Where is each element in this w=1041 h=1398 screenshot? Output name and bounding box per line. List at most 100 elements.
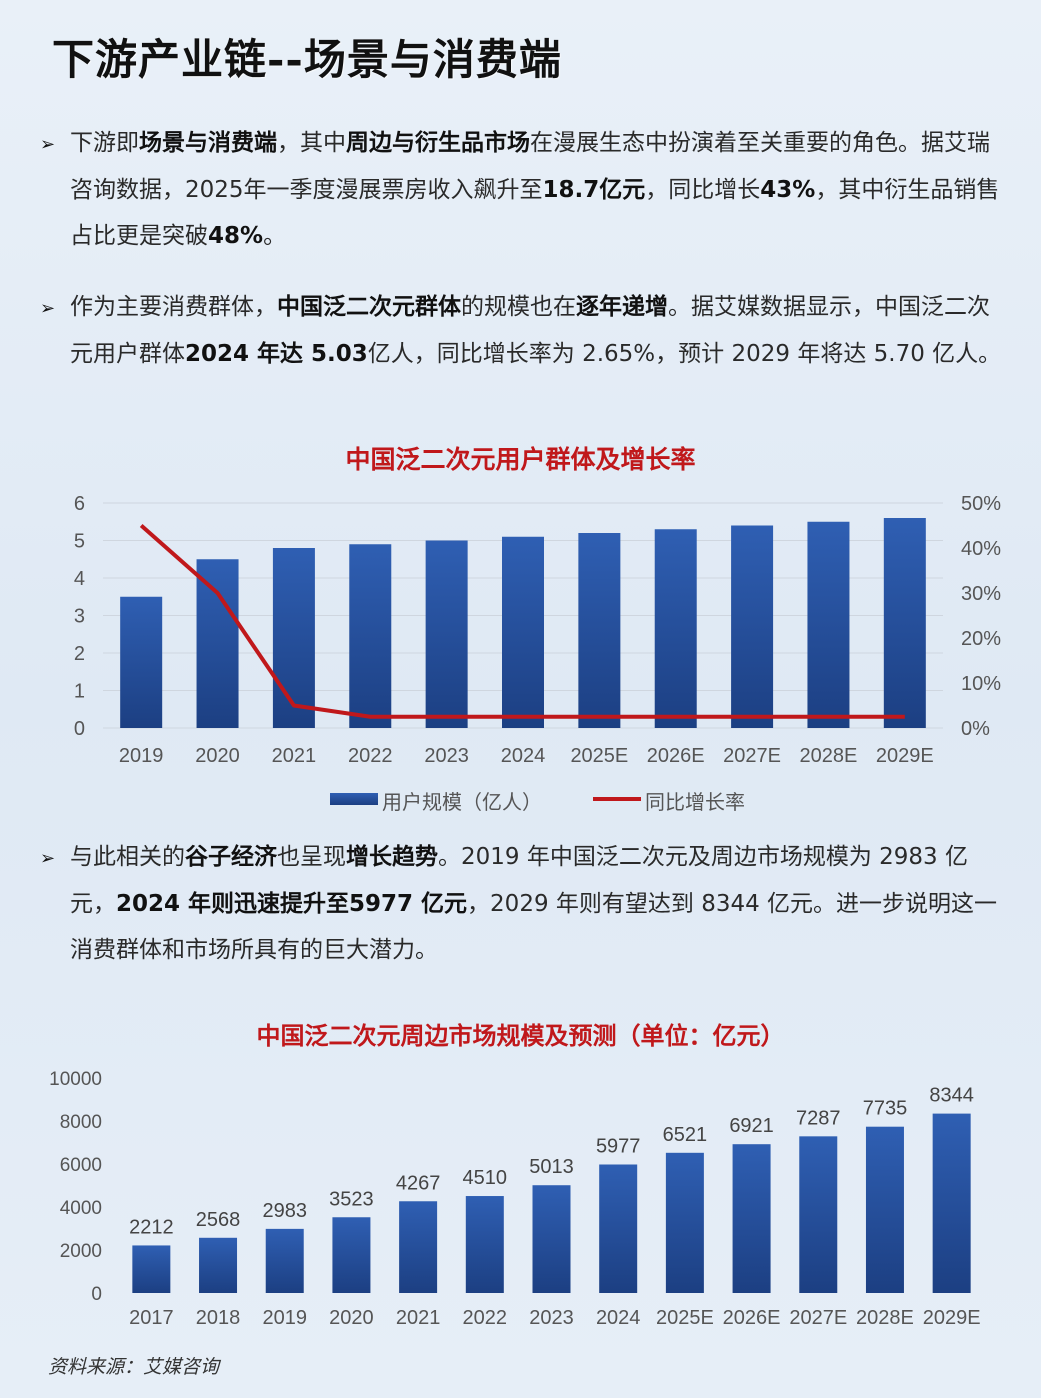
bold-text: 48% (208, 223, 264, 249)
text-run: 也呈现 (277, 844, 346, 870)
bar (425, 540, 468, 728)
legend-label-line: 同比增长率 (645, 791, 745, 814)
y-tick-label: 4 (74, 568, 85, 590)
y2-tick-label: 40% (961, 538, 1001, 560)
text-run: ，2029 年则有望达到 8344 亿元。进一步说明这一消费群体和市场所具有的巨… (70, 890, 998, 964)
text-run: 的规模也在 (461, 294, 576, 320)
data-label: 7287 (796, 1107, 841, 1129)
bar (731, 525, 774, 728)
market-size-chart: 0 2000 4000 6000 8000 10000 2212 2017 2568 2018 29… (49, 1069, 981, 1329)
y2-tick-label: 20% (961, 628, 1001, 650)
x-tick-label: 2021 (396, 1307, 441, 1329)
y-tick-label: 2000 (60, 1241, 102, 1262)
chart2-title: 中国泛二次元周边市场规模及预测（单位：亿元） (256, 1021, 785, 1050)
bar (599, 1164, 638, 1293)
x-tick-label: 2029E (876, 745, 934, 767)
bar (799, 1136, 838, 1293)
x-tick-label: 2026E (723, 1307, 781, 1329)
bold-text: 43% (760, 176, 816, 203)
source-note: 资料来源：艾媒咨询 (48, 1356, 220, 1378)
bar (732, 1144, 771, 1293)
data-label: 6921 (729, 1115, 774, 1137)
x-tick-label: 2020 (195, 745, 240, 767)
x-tick-label: 2027E (789, 1307, 847, 1329)
x-tick-label: 2019 (262, 1307, 307, 1329)
x-tick-label: 2025E (570, 745, 628, 767)
text-run: 亿人，同比增长率为 2.65%，预计 2029 年将达 5.70 亿人。 (367, 340, 1002, 367)
bar (532, 1185, 571, 1293)
bold-text: 周边与衍生品市场 (346, 130, 530, 156)
x-tick-label: 2024 (501, 745, 546, 767)
x-tick-label: 2021 (272, 745, 317, 767)
bold-text: 谷子经济 (185, 844, 277, 870)
data-label: 5013 (529, 1156, 574, 1178)
y-tick-label: 8000 (60, 1112, 102, 1133)
x-tick-label: 2026E (647, 745, 705, 767)
x-tick-label: 2022 (463, 1307, 508, 1329)
y2-tick-label: 30% (961, 583, 1001, 605)
text-run: 。 (263, 223, 287, 249)
growth-rate-line (139, 524, 905, 719)
bar (265, 1228, 304, 1293)
y2-tick-label: 0% (961, 718, 990, 740)
text-run: 。据艾媒数据显示，中国泛二次元用户群体 (70, 294, 990, 367)
bar (132, 1245, 171, 1293)
text-run: ，其中 (277, 130, 346, 156)
bold-text: 18.7亿元 (542, 176, 646, 203)
data-label: 4510 (463, 1167, 508, 1189)
bar (665, 1152, 704, 1293)
x-tick-label: 2029E (923, 1307, 981, 1329)
y-tick-label: 3 (74, 606, 85, 628)
bold-text: 2024 年则迅速提升至5977 亿元 (116, 890, 468, 917)
data-label: 7735 (863, 1098, 908, 1120)
bar (196, 559, 239, 728)
x-tick-label: 2025E (656, 1307, 714, 1329)
data-label: 2983 (262, 1200, 307, 1222)
bar (807, 521, 850, 728)
y-tick-label: 0 (74, 718, 85, 740)
data-label: 2568 (196, 1209, 241, 1231)
bar (883, 518, 926, 728)
y2-tick-label: 50% (961, 493, 1001, 515)
x-tick-label: 2017 (129, 1307, 174, 1329)
bar (399, 1201, 438, 1293)
paragraph-text: 与此相关的谷子经济也呈现增长趋势。2019 年中国泛二次元及周边市场规模为 29… (70, 834, 1005, 974)
y-tick-label: 5 (74, 531, 85, 553)
paragraph-2: ➢ 作为主要消费群体，中国泛二次元群体的规模也在逐年递增。据艾媒数据显示，中国泛… (40, 284, 1005, 377)
bold-text: 逐年递增 (576, 294, 668, 320)
paragraph-1: ➢ 下游即场景与消费端，其中周边与衍生品市场在漫展生态中扮演着至关重要的角色。据… (40, 120, 1005, 260)
legend-label-bars: 用户规模（亿人） (382, 791, 542, 814)
x-tick-label: 2028E (800, 745, 858, 767)
legend-bar-swatch (330, 793, 378, 805)
y-tick-label: 1 (74, 681, 85, 703)
page-title: 下游产业链--场景与消费端 (52, 35, 562, 84)
arrow-bullet-icon: ➢ (40, 298, 56, 319)
paragraph-text: 作为主要消费群体，中国泛二次元群体的规模也在逐年递增。据艾媒数据显示，中国泛二次… (70, 284, 1005, 377)
y-tick-label: 10000 (49, 1069, 102, 1090)
x-tick-label: 2027E (723, 745, 781, 767)
x-tick-label: 2028E (856, 1307, 914, 1329)
text-run: 下游即 (70, 130, 139, 156)
bar (332, 1217, 371, 1293)
data-label: 2212 (129, 1216, 174, 1238)
bar (932, 1113, 971, 1293)
x-tick-label: 2019 (119, 745, 164, 767)
y-tick-label: 2 (74, 643, 85, 665)
data-label: 4267 (396, 1172, 441, 1194)
bar (578, 533, 621, 728)
bar (349, 544, 392, 728)
x-tick-label: 2018 (196, 1307, 241, 1329)
data-label: 5977 (596, 1135, 641, 1157)
text-run: ，同比增长 (645, 176, 761, 203)
bold-text: 场景与消费端 (139, 130, 277, 156)
arrow-bullet-icon: ➢ (40, 848, 56, 869)
bar (502, 536, 544, 728)
bar (272, 548, 315, 728)
y-tick-label: 4000 (60, 1198, 102, 1219)
text-run: 作为主要消费群体， (70, 294, 277, 320)
bold-text: 中国泛二次元群体 (277, 294, 461, 320)
paragraph-3: ➢ 与此相关的谷子经济也呈现增长趋势。2019 年中国泛二次元及周边市场规模为 … (40, 834, 1005, 974)
x-tick-label: 2023 (529, 1307, 574, 1329)
data-label: 3523 (329, 1188, 374, 1210)
x-tick-label: 2020 (329, 1307, 374, 1329)
